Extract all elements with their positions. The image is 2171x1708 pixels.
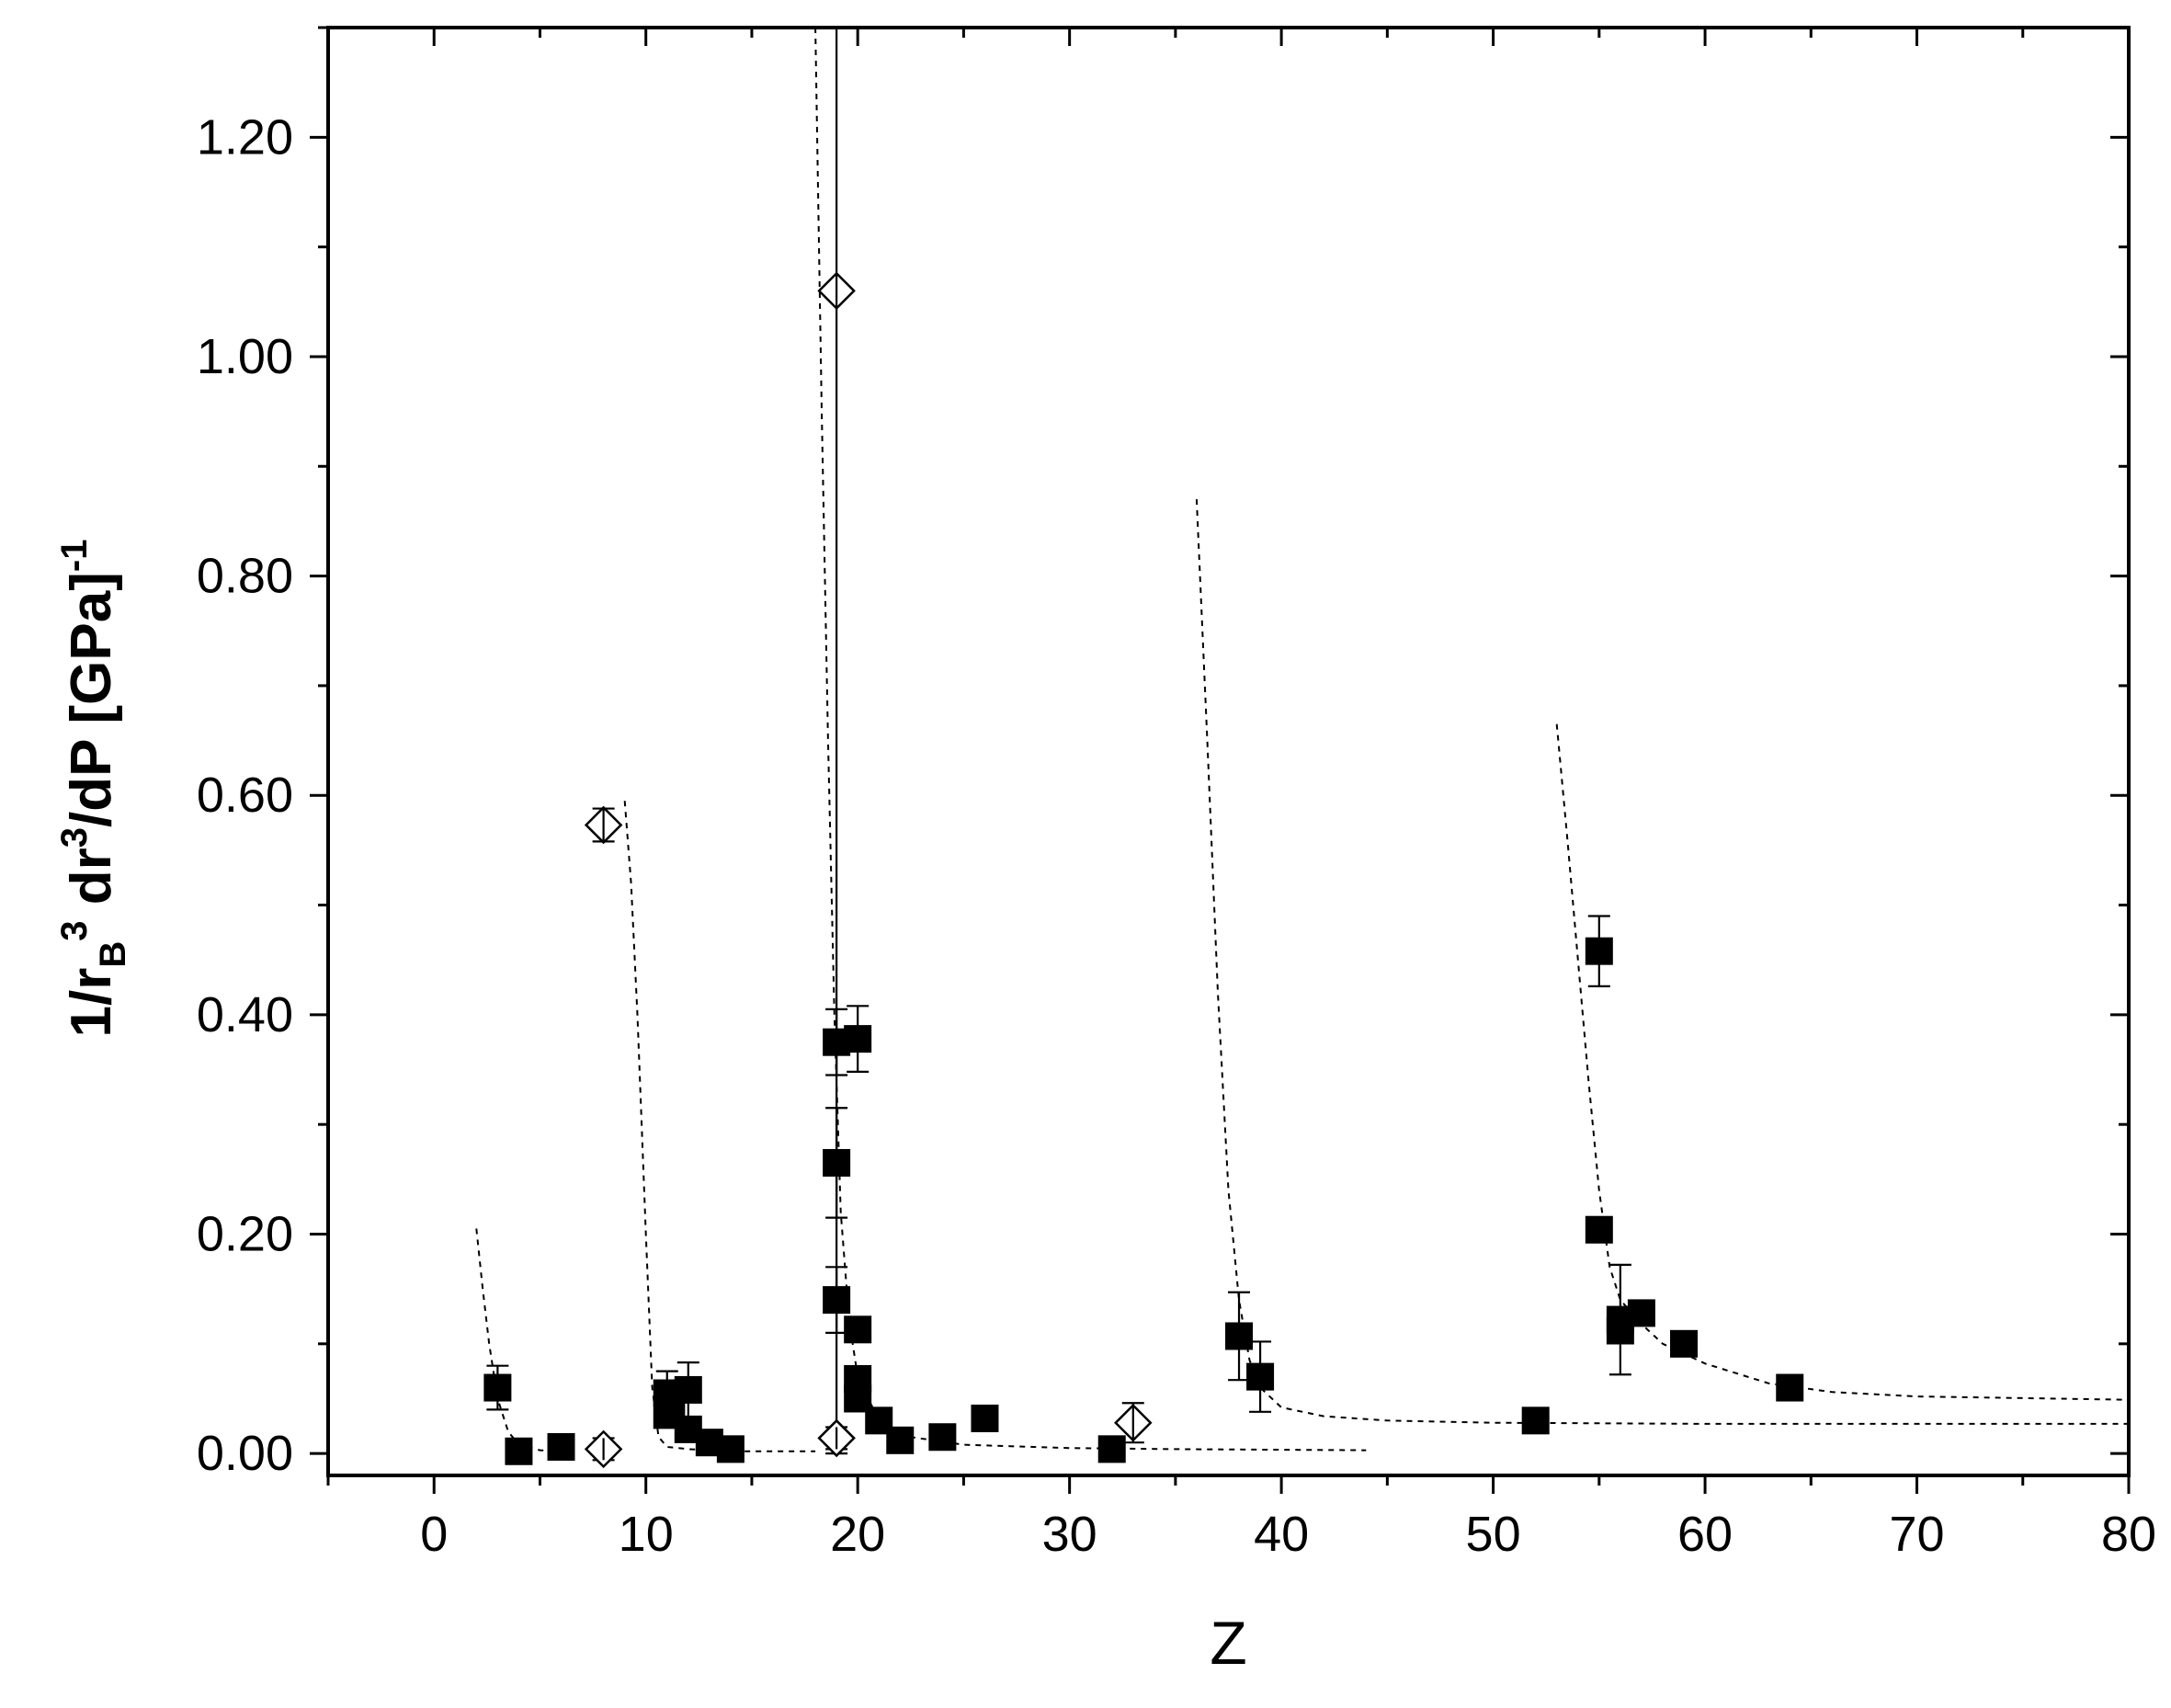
guide-curve — [1195, 499, 2129, 1425]
guide-curve — [475, 1228, 573, 1452]
guide-curve — [623, 801, 816, 1452]
data-point-square — [1585, 937, 1613, 965]
y-axis-title-sup-3: -1 — [54, 540, 95, 573]
data-point-square — [483, 1373, 512, 1402]
x-tick-label: 40 — [1254, 1507, 1309, 1562]
data-point-square — [844, 1315, 872, 1344]
x-axis-title: Z — [1210, 1609, 1246, 1677]
data-point-square — [1670, 1329, 1699, 1358]
x-tick-label: 10 — [619, 1507, 674, 1562]
y-axis-title: 1/rB3 dr3/dP [GPa]-1 — [54, 540, 133, 1038]
y-axis-title-sup-2: 3 — [54, 827, 95, 848]
data-point-square — [1097, 1435, 1126, 1463]
data-point-square — [928, 1423, 957, 1452]
data-point-square — [674, 1375, 702, 1404]
x-tick-label: 30 — [1042, 1507, 1097, 1562]
error-bars — [486, 28, 1631, 1462]
y-tick-label: 1.00 — [197, 329, 293, 384]
guide-curves — [475, 27, 2130, 1452]
x-axis-ticks: 0 10 20 30 40 50 60 70 80 — [326, 28, 2156, 1562]
x-tick-label: 80 — [2101, 1507, 2156, 1562]
data-point-square — [547, 1432, 575, 1461]
y-axis-title-subscript: B — [93, 941, 133, 968]
data-point-square — [823, 1286, 851, 1315]
data-point-square — [1225, 1322, 1254, 1350]
data-point-square — [971, 1404, 999, 1432]
y-tick-label: 1.20 — [197, 109, 293, 165]
data-point-square — [886, 1426, 915, 1454]
data-point-square — [1521, 1406, 1550, 1435]
data-point-square — [844, 1025, 872, 1053]
x-tick-label: 70 — [1889, 1507, 1944, 1562]
y-axis-title-middle: dr — [60, 848, 123, 920]
x-tick-label: 20 — [830, 1507, 885, 1562]
data-markers — [483, 271, 1804, 1469]
y-axis-title-prefix: 1/r — [60, 968, 123, 1038]
y-tick-label: 0.60 — [197, 768, 293, 823]
y-tick-label: 0.20 — [197, 1207, 293, 1262]
y-tick-label: 0.00 — [197, 1426, 293, 1481]
data-point-square — [505, 1437, 533, 1465]
data-point-square — [716, 1435, 745, 1463]
y-tick-label: 0.40 — [197, 987, 293, 1042]
x-tick-label: 50 — [1466, 1507, 1521, 1562]
x-tick-label: 0 — [420, 1507, 448, 1562]
y-tick-label: 0.80 — [197, 549, 293, 604]
y-axis-title-sup-1: 3 — [54, 921, 95, 941]
x-tick-label: 60 — [1677, 1507, 1733, 1562]
guide-curve — [814, 27, 1367, 1452]
data-point-square — [1246, 1362, 1275, 1391]
plot-frame — [326, 26, 2131, 1477]
y-axis-ticks: 0.00 0.20 0.40 0.60 0.80 1.00 1.20 — [197, 26, 2129, 1481]
guide-curve — [1555, 723, 2130, 1401]
data-point-square — [1585, 1215, 1613, 1244]
data-point-square — [823, 1148, 851, 1177]
y-axis-title-suffix: /dP [GPa] — [60, 572, 123, 827]
data-point-square — [1776, 1373, 1804, 1402]
data-point-square — [1627, 1299, 1655, 1327]
